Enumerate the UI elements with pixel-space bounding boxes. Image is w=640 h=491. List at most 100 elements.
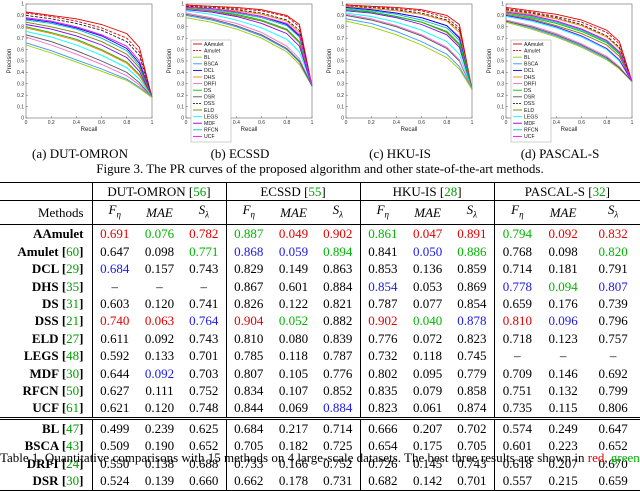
citation-link[interactable]: 30 xyxy=(66,366,79,381)
method-name-cell: DHS [35] xyxy=(0,278,92,295)
value-cell: 0.757 xyxy=(586,330,640,347)
metric-header-s: Sλ xyxy=(450,201,494,225)
value-cell: 0.181 xyxy=(540,260,586,277)
citation-link[interactable]: 28 xyxy=(444,184,457,199)
value-cell: 0.854 xyxy=(450,295,494,312)
value-cell: 0.799 xyxy=(586,382,640,399)
value-cell: 0.684 xyxy=(92,260,137,277)
value-cell: 0.644 xyxy=(92,365,137,382)
citation-link[interactable]: 61 xyxy=(66,400,79,415)
value-cell: 0.802 xyxy=(360,365,405,382)
value-cell: 0.832 xyxy=(586,225,640,243)
y-axis-title: Precision xyxy=(167,49,173,74)
citation-link[interactable]: 50 xyxy=(66,383,79,398)
citation-link[interactable]: 60 xyxy=(66,244,79,259)
value-cell: 0.647 xyxy=(586,418,640,437)
y-axis-title: Precision xyxy=(7,49,13,74)
citation-link[interactable]: 30 xyxy=(66,473,79,488)
value-cell: 0.052 xyxy=(271,312,316,329)
legend-entry: Amulet xyxy=(204,48,221,54)
methods-header: Methods xyxy=(0,201,92,225)
value-cell: 0.887 xyxy=(226,225,271,243)
x-tick-label: 0.2 xyxy=(368,120,375,126)
value-cell: 0.791 xyxy=(586,260,640,277)
pr-panel-ecssd: 00.20.40.60.8100.10.20.30.40.50.60.70.80… xyxy=(160,0,320,160)
y-tick-label: 1 xyxy=(181,2,184,8)
y-tick-label: 0.9 xyxy=(497,13,504,19)
citation-link[interactable]: 55 xyxy=(308,184,321,199)
value-cell: 0.702 xyxy=(450,418,494,437)
value-cell: 0.157 xyxy=(137,260,182,277)
x-tick-label: 1 xyxy=(151,120,154,126)
value-cell: 0.146 xyxy=(540,365,586,382)
y-tick-label: 0.4 xyxy=(497,70,504,76)
x-tick-label: 0.6 xyxy=(418,120,425,126)
value-cell: 0.741 xyxy=(182,295,226,312)
method-name-cell: LEGS [48] xyxy=(0,347,92,364)
value-cell: 0.249 xyxy=(540,418,586,437)
metric-base: F xyxy=(377,202,385,217)
citation-link[interactable]: 29 xyxy=(66,261,79,276)
y-tick-label: 0.8 xyxy=(337,25,344,31)
value-cell: 0.049 xyxy=(271,225,316,243)
citation-link[interactable]: 27 xyxy=(66,331,79,346)
value-cell: 0.823 xyxy=(360,399,405,418)
citation-link[interactable]: 32 xyxy=(593,184,606,199)
value-cell: 0.107 xyxy=(271,382,316,399)
x-tick-label: 0.6 xyxy=(578,120,585,126)
value-cell: 0.092 xyxy=(137,365,182,382)
value-cell: 0.682 xyxy=(360,472,405,490)
method-name: RFCN xyxy=(22,383,58,398)
citation-link[interactable]: 31 xyxy=(66,296,79,311)
citation-link[interactable]: 35 xyxy=(66,279,79,294)
x-tick-label: 0.4 xyxy=(233,120,240,126)
y-axis-title: Precision xyxy=(487,49,493,74)
value-cell: 0.807 xyxy=(226,365,271,382)
value-cell: 0.072 xyxy=(405,330,450,347)
metric-header-s: Sλ xyxy=(586,201,640,225)
y-tick-label: 0.6 xyxy=(337,47,344,53)
value-cell: 0.120 xyxy=(137,399,182,418)
legend-entry: BL xyxy=(524,55,530,61)
method-name-cell: UCF [61] xyxy=(0,399,92,418)
y-tick-label: 1 xyxy=(501,2,504,8)
value-cell: 0.040 xyxy=(405,312,450,329)
y-tick-label: 0.3 xyxy=(17,82,24,88)
value-cell: 0.096 xyxy=(540,312,586,329)
citation-link[interactable]: 47 xyxy=(66,421,79,436)
table-caption: Table 1. Quantitative comparisons with 1… xyxy=(0,450,640,473)
value-cell: 0.852 xyxy=(316,382,360,399)
value-cell: 0.854 xyxy=(360,278,405,295)
value-cell: 0.771 xyxy=(182,243,226,260)
y-tick-label: 0.1 xyxy=(337,104,344,110)
method-name: ELD xyxy=(32,331,59,346)
value-cell: – xyxy=(540,347,586,364)
legend-entry: DHS xyxy=(204,75,215,81)
value-cell: 0.863 xyxy=(316,260,360,277)
y-tick-label: 0.8 xyxy=(177,25,184,31)
value-cell: 0.094 xyxy=(540,278,586,295)
citation-link[interactable]: 48 xyxy=(66,348,79,363)
y-tick-label: 0.1 xyxy=(497,104,504,110)
value-cell: 0.743 xyxy=(182,330,226,347)
value-cell: 0.735 xyxy=(494,399,540,418)
x-tick-label: 0.8 xyxy=(283,120,290,126)
value-cell: 0.662 xyxy=(226,472,271,490)
method-name: DS xyxy=(42,296,59,311)
metric-header-s: Sλ xyxy=(316,201,360,225)
value-cell: 0.748 xyxy=(182,399,226,418)
value-cell: 0.718 xyxy=(494,330,540,347)
value-cell: 0.768 xyxy=(494,243,540,260)
legend-entry: RFCN xyxy=(524,128,539,134)
value-cell: 0.861 xyxy=(360,225,405,243)
metric-subscript: η xyxy=(116,210,120,220)
value-cell: 0.118 xyxy=(271,347,316,364)
metric-header-s: Sλ xyxy=(182,201,226,225)
value-cell: 0.079 xyxy=(405,382,450,399)
value-cell: 0.627 xyxy=(92,382,137,399)
x-tick-label: 1 xyxy=(311,120,314,126)
citation-link[interactable]: 21 xyxy=(66,313,79,328)
citation-link[interactable]: 56 xyxy=(193,184,206,199)
